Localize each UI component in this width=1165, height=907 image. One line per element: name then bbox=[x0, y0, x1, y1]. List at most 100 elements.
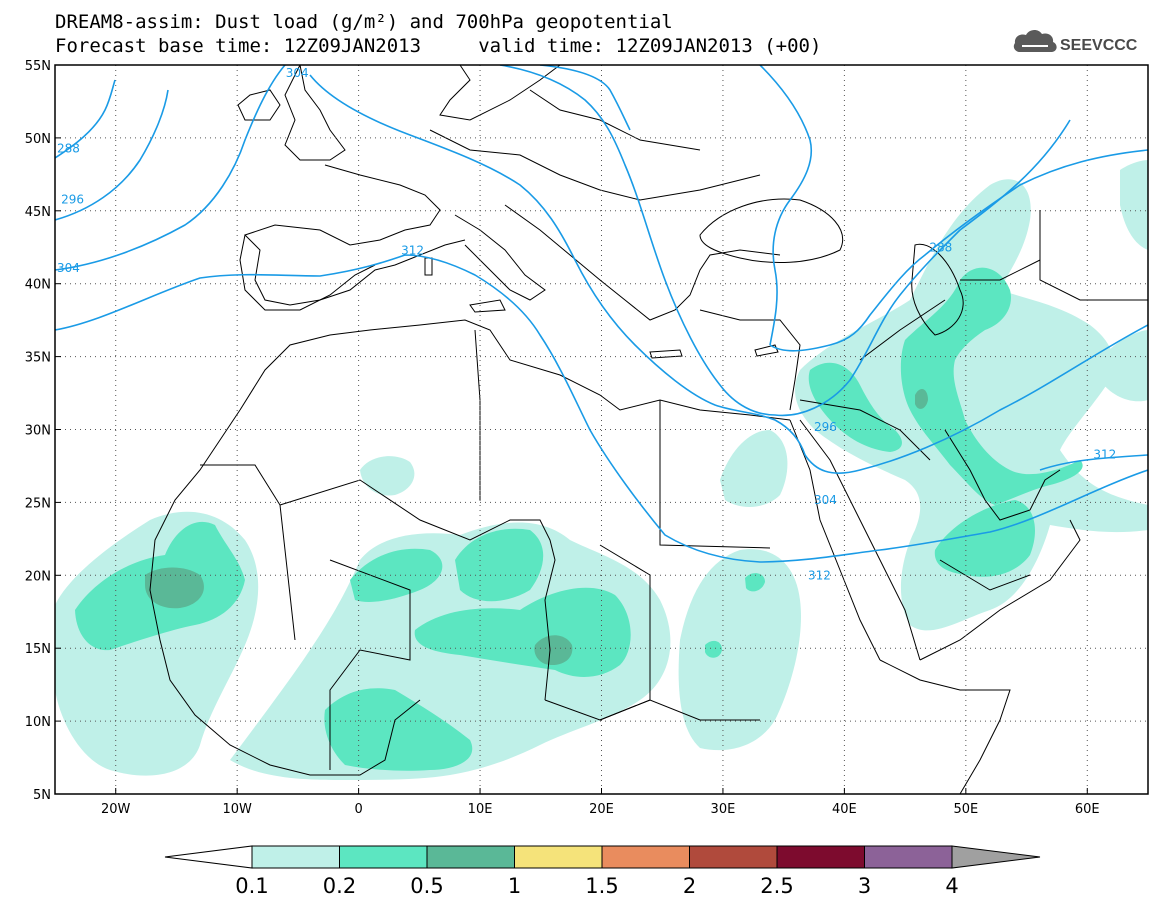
border-mali-niger bbox=[329, 559, 411, 770]
logo-text: SEEVCCC bbox=[1060, 37, 1138, 54]
colorbar-segment bbox=[339, 845, 428, 869]
tick-label-lon: 40E bbox=[832, 802, 857, 817]
contour-labels: 288 296 304 312 304 288 296 304 312 312 bbox=[57, 66, 1116, 583]
contour-312-east bbox=[1039, 454, 1148, 471]
colorbar-label: 4 bbox=[945, 874, 958, 898]
coastline-iberia bbox=[239, 234, 376, 311]
tick-label-lat: 30N bbox=[25, 424, 51, 439]
colorbar-label: 0.5 bbox=[410, 874, 443, 898]
coastline-baltic bbox=[439, 65, 561, 121]
cloud-icon bbox=[1013, 29, 1057, 52]
contour-304-main bbox=[309, 74, 1148, 474]
colorbar-label: 1 bbox=[508, 874, 521, 898]
dust-level-0.5 bbox=[145, 388, 928, 666]
contour-label: 296 bbox=[814, 420, 837, 434]
colorbar-under-triangle bbox=[164, 845, 253, 869]
coastline-persian-gulf bbox=[944, 429, 1061, 521]
colorbar-label: 3 bbox=[858, 874, 871, 898]
contour-296-west bbox=[55, 89, 169, 221]
tick-label-lon: 20W bbox=[101, 802, 131, 817]
colorbar-over-triangle bbox=[951, 845, 1041, 869]
colorbar-label: 0.2 bbox=[323, 874, 356, 898]
tick-label-lon: 20E bbox=[589, 802, 614, 817]
contour-label: 288 bbox=[57, 141, 80, 155]
map-title: DREAM8-assim: Dust load (g/m²) and 700hP… bbox=[55, 11, 673, 33]
colorbar-segment bbox=[251, 845, 340, 869]
colorbar: 0.1 0.2 0.5 1 1.5 2 2.5 3 4 bbox=[164, 845, 1041, 898]
border-central-asia bbox=[1039, 210, 1148, 301]
coastline-caspian bbox=[911, 243, 964, 336]
coastline-balkans bbox=[504, 204, 781, 321]
seevccc-logo: SEEVCCC bbox=[1013, 29, 1138, 54]
tick-label-lat: 25N bbox=[25, 496, 51, 511]
contour-296-main bbox=[499, 65, 1071, 417]
border-sahel bbox=[279, 479, 556, 701]
border-iraq-iran bbox=[859, 299, 946, 361]
colorbar-label: 0.1 bbox=[235, 874, 268, 898]
colorbar-label: 1.5 bbox=[585, 874, 618, 898]
axis-labels: 20W 10W 0 10E 20E 30E 40E 50E 60E 5N 10N 15N 20N 25N 3… bbox=[25, 59, 1100, 817]
coastline-west-africa bbox=[149, 409, 421, 776]
colorbar-segment bbox=[864, 845, 953, 869]
contour-288-main bbox=[539, 65, 1148, 352]
tick-label-lat: 45N bbox=[25, 205, 51, 220]
contour-304-west bbox=[55, 65, 286, 271]
coastlines-and-borders bbox=[149, 65, 1148, 794]
tick-label-lon: 10E bbox=[468, 802, 493, 817]
tick-label-lat: 5N bbox=[33, 788, 51, 803]
island-crete bbox=[649, 349, 683, 359]
coastline-turkey-levant bbox=[699, 309, 801, 411]
coastline-black-sea bbox=[699, 198, 844, 263]
tick-label-lat: 55N bbox=[25, 59, 51, 74]
tick-label-lon: 50E bbox=[953, 802, 978, 817]
tick-label-lat: 40N bbox=[25, 278, 51, 293]
tick-label-lat: 10N bbox=[25, 715, 51, 730]
tick-label-lat: 35N bbox=[25, 351, 51, 366]
coastline-north-africa bbox=[239, 319, 791, 421]
border-central-europe bbox=[429, 129, 761, 201]
border-mauritania bbox=[200, 464, 296, 641]
tick-label-lon: 10W bbox=[222, 802, 252, 817]
border-central-africa bbox=[544, 699, 760, 721]
coastline-horn-of-africa bbox=[879, 659, 1011, 794]
tick-label-lon: 30E bbox=[711, 802, 736, 817]
contour-label: 304 bbox=[286, 66, 309, 80]
tick-label-lon: 0 bbox=[354, 802, 362, 817]
coastline-ireland bbox=[237, 89, 281, 121]
coastline-red-sea-east bbox=[799, 419, 921, 661]
coastline-arabia-south bbox=[919, 519, 1081, 661]
border-turkmenistan bbox=[960, 259, 1041, 281]
border-egypt-sudan bbox=[659, 400, 771, 549]
forecast-time-line: Forecast base time: 12Z09JAN2013 valid t… bbox=[55, 35, 822, 57]
contour-label: 312 bbox=[401, 244, 424, 258]
coastline-britain bbox=[284, 65, 346, 161]
colorbar-label: 2.5 bbox=[760, 874, 793, 898]
colorbar-segment bbox=[601, 845, 690, 869]
border-eastern-europe bbox=[529, 89, 701, 151]
coastline-italy bbox=[454, 214, 546, 301]
colorbar-segment bbox=[689, 845, 778, 869]
colorbar-segment bbox=[514, 845, 603, 869]
axis-ticks bbox=[55, 64, 1088, 795]
contour-label: 312 bbox=[1093, 448, 1116, 462]
border-saudi-north bbox=[799, 399, 931, 461]
contour-label: 312 bbox=[808, 569, 831, 583]
border-yemen-oman bbox=[939, 559, 1031, 591]
contour-label: 304 bbox=[57, 261, 80, 275]
geopotential-contours bbox=[55, 65, 1148, 563]
contour-label: 288 bbox=[929, 241, 952, 255]
tick-label-lat: 15N bbox=[25, 642, 51, 657]
island-cyprus bbox=[754, 344, 779, 357]
colorbar-segment bbox=[426, 845, 515, 869]
contour-label: 296 bbox=[61, 193, 84, 207]
contour-312-main bbox=[55, 254, 1148, 563]
island-sicily bbox=[469, 299, 506, 313]
dust-load-shading bbox=[55, 160, 1148, 780]
tick-label-lon: 60E bbox=[1075, 802, 1100, 817]
tick-label-lat: 20N bbox=[25, 569, 51, 584]
colorbar-segment bbox=[776, 845, 865, 869]
colorbar-label: 2 bbox=[683, 874, 696, 898]
coastline-red-sea-west bbox=[789, 419, 881, 661]
contour-288-west bbox=[55, 79, 116, 159]
